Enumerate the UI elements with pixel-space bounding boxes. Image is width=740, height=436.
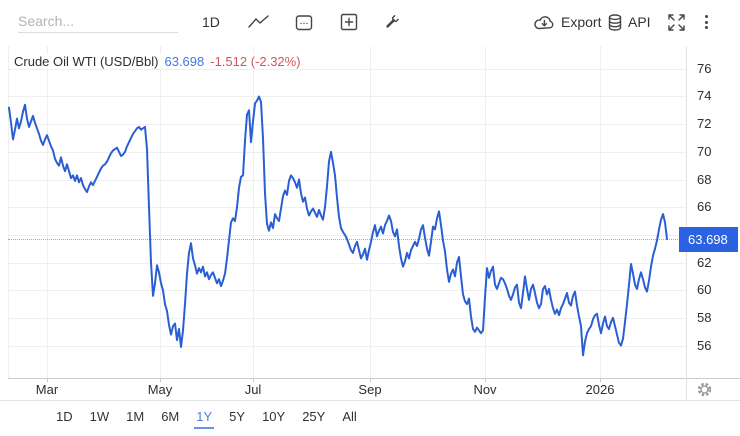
x-tick-mark <box>370 378 371 382</box>
x-tick-mark <box>47 378 48 382</box>
range-tab-10y[interactable]: 10Y <box>262 408 286 424</box>
h-gridline <box>8 263 686 264</box>
y-axis-label: 58 <box>697 310 712 325</box>
y-axis-label: 76 <box>697 61 712 76</box>
range-tab-6m[interactable]: 6M <box>161 408 180 424</box>
last-price-badge: 63.698 <box>679 227 738 252</box>
h-gridline <box>8 235 686 236</box>
database-icon <box>608 13 622 31</box>
calendar-icon <box>295 14 313 31</box>
y-axis-label: 56 <box>697 338 712 353</box>
x-tick-mark <box>253 378 254 382</box>
price-series-line <box>8 95 668 357</box>
y-axis-label: 68 <box>697 172 712 187</box>
range-tab-all[interactable]: All <box>342 408 357 424</box>
x-axis-line <box>8 378 740 379</box>
interval-button[interactable]: 1D <box>202 14 220 30</box>
api-button[interactable]: API <box>608 0 651 44</box>
x-axis-label: 2026 <box>585 382 615 397</box>
fullscreen-button[interactable] <box>668 0 685 44</box>
range-selector: 1D 1W 1M 6M 1Y 5Y 10Y 25Y All <box>54 403 359 431</box>
range-tab-25y[interactable]: 25Y <box>302 408 326 424</box>
range-tab-5y[interactable]: 5Y <box>229 408 246 424</box>
h-gridline <box>8 290 686 291</box>
calendar-button[interactable] <box>295 0 313 44</box>
tools-button[interactable] <box>383 0 400 44</box>
v-gridline <box>600 46 601 378</box>
v-gridline <box>160 46 161 378</box>
range-tab-1m[interactable]: 1M <box>126 408 145 424</box>
h-gridline <box>8 346 686 347</box>
v-gridline <box>47 46 48 378</box>
v-gridline <box>253 46 254 378</box>
h-gridline <box>8 180 686 181</box>
y-axis-label: 72 <box>697 116 712 131</box>
h-gridline <box>8 152 686 153</box>
x-axis-label: May <box>147 382 173 397</box>
x-tick-mark <box>160 378 161 382</box>
y-axis-separator <box>686 46 687 400</box>
h-gridline <box>8 124 686 125</box>
x-axis-label: Jul <box>244 382 262 397</box>
footer-divider <box>0 400 740 401</box>
y-axis-label: 66 <box>697 199 712 214</box>
export-button[interactable]: Export <box>534 0 601 44</box>
h-gridline <box>8 96 686 97</box>
gear-icon <box>697 382 712 397</box>
v-gridline <box>485 46 486 378</box>
range-tab-1d[interactable]: 1D <box>56 408 73 424</box>
line-chart-type-button[interactable] <box>248 0 270 44</box>
wrench-icon <box>383 14 400 31</box>
h-gridline <box>8 69 686 70</box>
top-toolbar: 1D <box>0 0 740 44</box>
chart-header: Crude Oil WTI (USD/Bbl) 63.698 -1.512 (-… <box>14 54 307 69</box>
x-axis-label: Sep <box>358 382 382 397</box>
h-gridline <box>8 207 686 208</box>
add-panel-button[interactable] <box>340 0 358 44</box>
plus-square-icon <box>340 13 358 31</box>
x-tick-mark <box>600 378 601 382</box>
h-gridline <box>8 318 686 319</box>
range-tab-1w[interactable]: 1W <box>89 408 110 424</box>
last-price-value: 63.698 <box>164 54 205 69</box>
axis-settings-button[interactable] <box>696 381 713 403</box>
search-input[interactable] <box>18 9 178 33</box>
x-axis-label: Mar <box>35 382 59 397</box>
fullscreen-expand-icon <box>668 13 685 31</box>
kebab-menu-icon <box>705 15 708 29</box>
price-change-value: -1.512 (-2.32%) <box>210 54 301 69</box>
range-tab-1y[interactable]: 1Y <box>194 406 215 429</box>
x-axis-label: Nov <box>473 382 497 397</box>
chart-title: Crude Oil WTI (USD/Bbl) <box>14 54 159 69</box>
v-gridline <box>370 46 371 378</box>
y-axis-label: 62 <box>697 255 712 270</box>
y-axis-label: 70 <box>697 144 712 159</box>
more-menu-button[interactable] <box>705 0 708 44</box>
y-axis-label: 60 <box>697 282 712 297</box>
export-cloud-icon <box>534 15 555 30</box>
line-chart-icon <box>248 14 270 30</box>
y-axis-label: 74 <box>697 88 712 103</box>
x-tick-mark <box>485 378 486 382</box>
